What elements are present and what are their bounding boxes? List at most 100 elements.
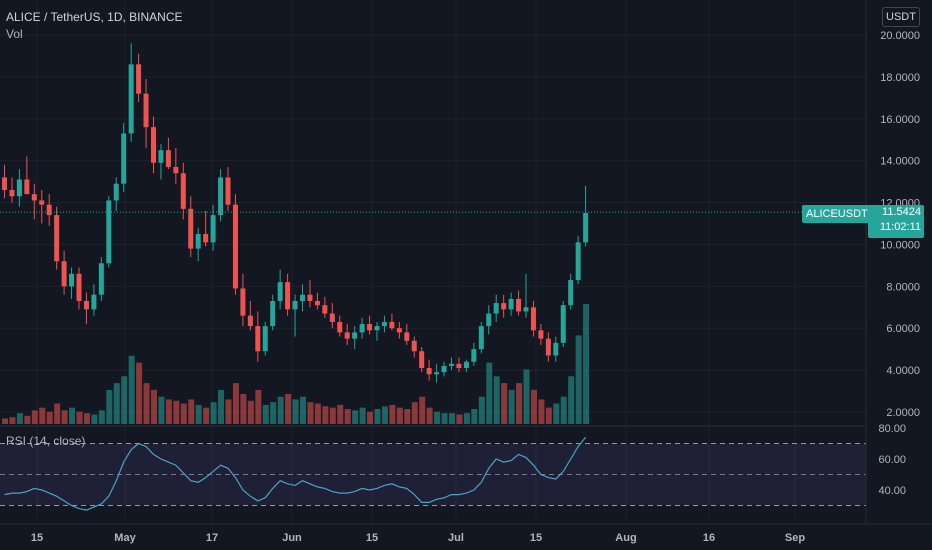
time-axis-label: Jul <box>448 532 464 544</box>
volume-bar <box>98 410 105 424</box>
candle-body <box>300 294 305 301</box>
volume-bar <box>76 411 83 424</box>
time-axis-label: 17 <box>206 532 218 544</box>
candle-body <box>218 177 224 216</box>
time-axis-label: Aug <box>615 532 636 544</box>
volume-bar <box>9 417 16 424</box>
candle-body <box>255 326 261 352</box>
volume-bar <box>106 389 113 424</box>
candle-body <box>31 194 37 201</box>
candle-body <box>98 263 104 295</box>
volume-bar <box>113 383 120 424</box>
candle-body <box>277 282 283 301</box>
rsi-scale[interactable]: 80.00 60.00 40.00 <box>878 423 906 497</box>
candle-body <box>441 365 447 373</box>
candle-body <box>314 300 320 306</box>
grid-lines <box>0 0 866 524</box>
volume-bar <box>195 404 202 424</box>
candle-body <box>493 303 499 314</box>
time-axis[interactable]: 15 May 17 Jun 15 Jul 15 Aug 16 Sep <box>31 532 805 544</box>
volume-bar <box>31 410 38 424</box>
volume-bar <box>568 376 575 424</box>
volume-bar <box>180 403 187 424</box>
volume-bar <box>225 399 232 424</box>
candle-body <box>151 127 156 163</box>
price-scale-label: 14.0000 <box>880 156 920 168</box>
symbol-legend[interactable]: ALICE / TetherUS, 1D, BINANCE <box>6 9 183 26</box>
candle-body <box>530 307 536 331</box>
candle-body <box>69 273 75 287</box>
volume-bar <box>91 414 98 424</box>
volume-bar <box>516 383 523 424</box>
candle-body <box>292 300 298 310</box>
volume-bar <box>493 376 500 424</box>
volume-bar <box>255 389 262 424</box>
volume-bar <box>471 409 478 424</box>
volume-bar <box>322 406 329 424</box>
candle-body <box>262 326 268 352</box>
candle-body <box>449 363 454 366</box>
candle-body <box>396 328 402 333</box>
price-scale[interactable]: 20.000018.000016.000014.000012.000010.00… <box>880 30 920 419</box>
volume-bar <box>441 413 448 424</box>
volume-bar <box>329 407 336 424</box>
candle-body <box>307 294 313 301</box>
price-scale-label: 18.0000 <box>880 72 920 84</box>
candle-body <box>374 326 380 331</box>
time-axis-label: 15 <box>31 532 43 544</box>
time-axis-label: Jun <box>282 532 302 544</box>
candle-body <box>478 326 484 350</box>
candle-body <box>486 313 492 327</box>
volume-bar <box>151 389 157 424</box>
volume-bar <box>456 414 463 424</box>
volume-bar <box>381 406 388 424</box>
currency-button[interactable]: USDT <box>882 7 920 27</box>
candle-body <box>367 324 373 331</box>
candle-body <box>508 298 514 310</box>
volume-bar <box>24 415 31 424</box>
candle-body <box>173 166 179 174</box>
volume-bar <box>300 396 306 424</box>
candle-body <box>188 208 194 249</box>
candle-body <box>560 305 566 343</box>
candle-body <box>83 300 89 310</box>
volume-bar <box>337 404 344 424</box>
candle-body <box>195 233 201 249</box>
volume-legend[interactable]: Vol <box>6 27 23 41</box>
symbol-title: ALICE / TetherUS, 1D, BINANCE <box>6 10 183 24</box>
price-scale-label: 6.0000 <box>886 323 920 335</box>
volume-bar <box>39 407 46 424</box>
price-scale-label: 2.0000 <box>886 407 920 419</box>
candle-body <box>180 173 186 209</box>
volume-bar <box>247 400 254 424</box>
candle-body <box>16 179 22 197</box>
candle-body <box>411 340 417 352</box>
volume-bar <box>478 396 485 424</box>
candle-body <box>128 64 134 134</box>
volume-bar <box>553 403 560 424</box>
rsi-legend[interactable]: RSI (14, close) <box>6 434 86 448</box>
candle-body <box>203 233 209 243</box>
volume-bar <box>46 411 53 424</box>
volume-bar <box>508 389 515 424</box>
candle-body <box>501 303 507 310</box>
volume-bar <box>203 407 210 424</box>
candle-body <box>523 307 529 312</box>
candle-body <box>54 215 60 262</box>
candle-body <box>9 189 15 197</box>
volume-bar <box>218 389 225 424</box>
volume-bars <box>2 304 590 424</box>
candle-body <box>538 330 544 339</box>
rsi-panel <box>0 436 866 511</box>
volume-bar <box>128 355 135 424</box>
candle-body <box>158 150 164 163</box>
candle-body <box>583 213 589 243</box>
candle-body <box>516 298 522 312</box>
volume-bar <box>270 402 277 424</box>
volume-bar <box>530 389 537 424</box>
candle-body <box>143 93 149 128</box>
volume-bar <box>188 399 195 424</box>
rsi-scale-label: 40.00 <box>878 485 906 497</box>
volume-bar <box>449 413 455 424</box>
